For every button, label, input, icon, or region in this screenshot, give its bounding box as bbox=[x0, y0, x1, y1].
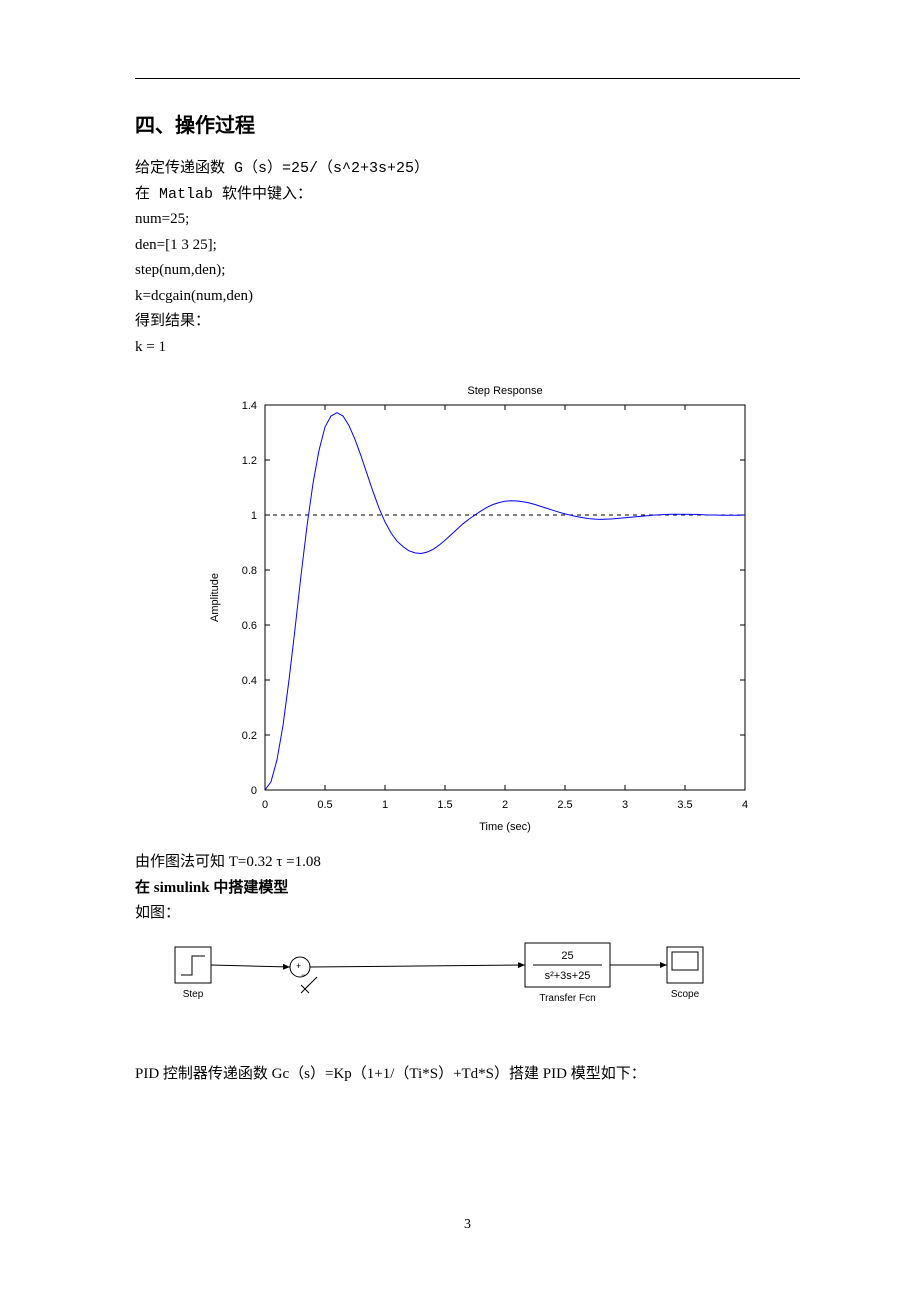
text-line: k = 1 bbox=[135, 335, 800, 361]
page-number: 3 bbox=[135, 1217, 800, 1233]
section-heading: 四、操作过程 bbox=[135, 109, 800, 138]
svg-text:4: 4 bbox=[742, 799, 748, 811]
text-line: den=[1 3 25]; bbox=[135, 233, 800, 259]
simulink-svg: Step+−25s²+3s+25Transfer FcnScope bbox=[155, 937, 735, 1027]
svg-text:1: 1 bbox=[251, 510, 257, 522]
svg-text:0.2: 0.2 bbox=[242, 730, 257, 742]
step-response-chart: Step Response 0 0.2 0.4 0.6 0.8 1 1.2 1.4 0 0.5 1 1.… bbox=[200, 380, 760, 840]
pid-description: PID 控制器传递函数 Gc（s）=Kp（1+1/（Ti*S）+Td*S）搭建 … bbox=[135, 1062, 800, 1088]
svg-text:0.5: 0.5 bbox=[317, 799, 332, 811]
text-line: PID 控制器传递函数 Gc（s）=Kp（1+1/（Ti*S）+Td*S）搭建 … bbox=[135, 1062, 800, 1088]
after-chart-text: 由作图法可知 T=0.32 τ =1.08 在 simulink 中搭建模型 如… bbox=[135, 850, 800, 927]
svg-text:Step: Step bbox=[183, 989, 204, 1000]
svg-text:Transfer Fcn: Transfer Fcn bbox=[539, 993, 595, 1004]
svg-text:−: − bbox=[301, 970, 306, 980]
text-line: k=dcgain(num,den) bbox=[135, 284, 800, 310]
svg-text:3.5: 3.5 bbox=[677, 799, 692, 811]
svg-text:3: 3 bbox=[622, 799, 628, 811]
svg-text:0.8: 0.8 bbox=[242, 565, 257, 577]
svg-text:0: 0 bbox=[251, 785, 257, 797]
simulink-diagram: Step+−25s²+3s+25Transfer FcnScope bbox=[155, 937, 735, 1027]
svg-text:25: 25 bbox=[561, 950, 573, 962]
svg-text:Amplitude: Amplitude bbox=[209, 573, 221, 622]
svg-text:2.5: 2.5 bbox=[557, 799, 572, 811]
svg-text:1.5: 1.5 bbox=[437, 799, 452, 811]
svg-text:Time (sec): Time (sec) bbox=[479, 821, 531, 833]
text-line: 在 simulink 中搭建模型 bbox=[135, 876, 800, 902]
svg-text:s²+3s+25: s²+3s+25 bbox=[545, 970, 591, 982]
svg-text:1: 1 bbox=[382, 799, 388, 811]
text-line: 如图： bbox=[135, 901, 800, 927]
svg-text:Scope: Scope bbox=[671, 989, 700, 1000]
svg-text:0: 0 bbox=[262, 799, 268, 811]
step-response-svg: Step Response 0 0.2 0.4 0.6 0.8 1 1.2 1.4 0 0.5 1 1.… bbox=[200, 380, 760, 840]
text-line: 给定传递函数 G（s）=25/（s^2+3s+25） bbox=[135, 156, 800, 182]
text-line: 由作图法可知 T=0.32 τ =1.08 bbox=[135, 850, 800, 876]
svg-text:0.6: 0.6 bbox=[242, 620, 257, 632]
code-paragraph: 给定传递函数 G（s）=25/（s^2+3s+25） 在 Matlab 软件中键… bbox=[135, 156, 800, 360]
text-line: num=25; bbox=[135, 207, 800, 233]
text-line: 在 Matlab 软件中键入： bbox=[135, 182, 800, 208]
svg-text:2: 2 bbox=[502, 799, 508, 811]
svg-text:0.4: 0.4 bbox=[242, 675, 257, 687]
svg-text:1.4: 1.4 bbox=[242, 400, 257, 412]
svg-text:Step Response: Step Response bbox=[467, 385, 542, 397]
text-line: 得到结果： bbox=[135, 309, 800, 335]
text-line: step(num,den); bbox=[135, 258, 800, 284]
document-page: 四、操作过程 给定传递函数 G（s）=25/（s^2+3s+25） 在 Matl… bbox=[0, 0, 920, 1233]
top-rule bbox=[135, 78, 800, 79]
svg-text:1.2: 1.2 bbox=[242, 455, 257, 467]
